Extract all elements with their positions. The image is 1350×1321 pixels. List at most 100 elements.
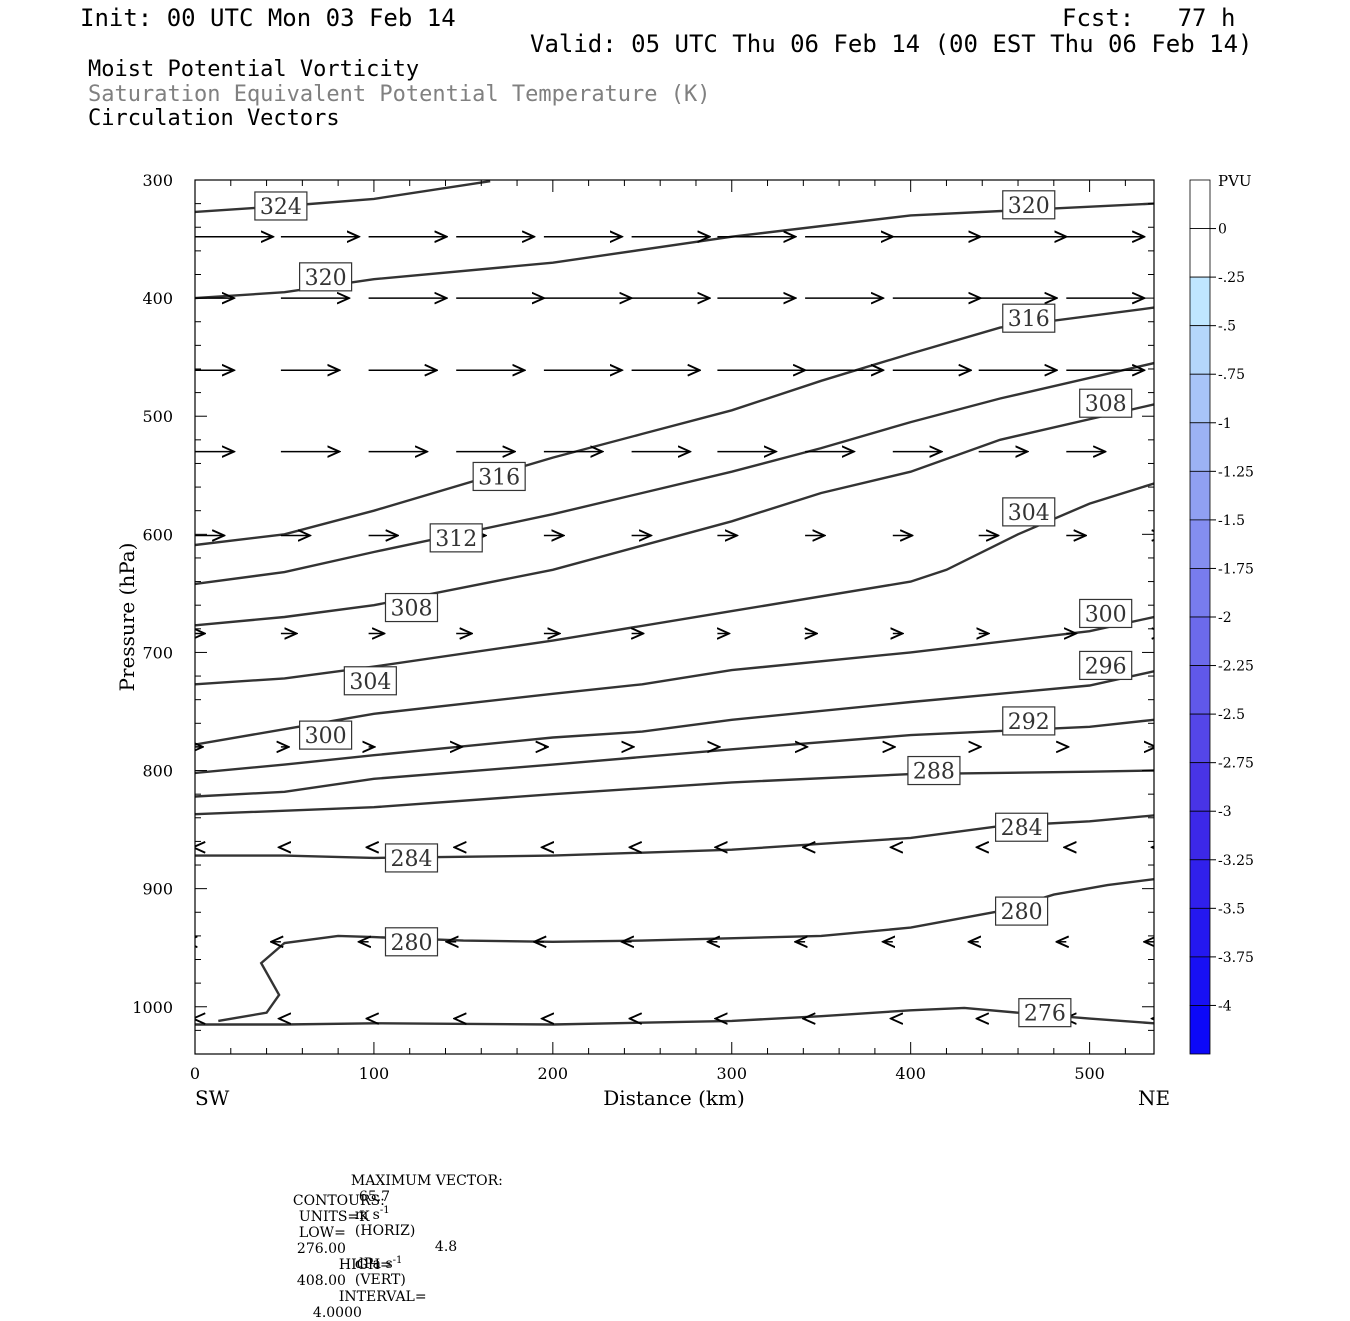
plot-frame <box>194 179 1155 1055</box>
contour-label-box <box>384 927 439 957</box>
contour-low: 276.00 <box>296 1241 346 1257</box>
contour-interval-label: INTERVAL= <box>338 1289 427 1305</box>
colorbar-label: -.5 <box>1218 319 1236 335</box>
contour-label: 284 <box>1001 816 1043 841</box>
contour-label-box <box>1079 388 1133 418</box>
contour-label: 304 <box>1008 501 1050 526</box>
colorbar-label: -2.5 <box>1218 707 1245 723</box>
y-tick-label: 800 <box>142 762 173 781</box>
contour-high: 408.00 <box>296 1273 346 1289</box>
y-tick-label: 400 <box>142 289 173 308</box>
field-title-vectors: Circulation Vectors <box>88 106 340 131</box>
contour-316 <box>195 306 1154 547</box>
max-vert-value: 4.8 <box>434 1238 458 1255</box>
contour-label-box <box>995 896 1049 926</box>
contour-label: 316 <box>478 465 520 490</box>
colorbar-label: -1.5 <box>1218 513 1245 529</box>
contour-324 <box>195 180 491 214</box>
valid-time: Valid: 05 UTC Thu 06 Feb 14 (00 EST Thu … <box>530 30 1253 58</box>
x-tick-label: 400 <box>895 1064 926 1083</box>
contour-label: 308 <box>390 597 432 622</box>
contour-label: 312 <box>435 527 477 552</box>
x-axis-label: Distance (km) <box>603 1086 745 1110</box>
y-tick-label: 300 <box>142 171 173 190</box>
colorbar-segment <box>1189 713 1211 764</box>
x-end-label-sw: SW <box>195 1086 230 1110</box>
contour-320 <box>195 202 1154 300</box>
contour-label: 288 <box>913 760 955 785</box>
contour-276 <box>195 1006 1154 1026</box>
contour-label-box <box>384 843 439 873</box>
contour-label: 324 <box>260 195 302 220</box>
x-tick-label: 300 <box>716 1064 747 1083</box>
colorbar-segment <box>1189 373 1211 424</box>
contours-line: CONTOURS: UNITS=K LOW= 276.00 HIGH= 408.… <box>284 1177 427 1321</box>
x-end-label-ne: NE <box>1138 1086 1170 1110</box>
contour-low-label: LOW= <box>298 1225 346 1241</box>
y-axis-label: Pressure (hPa) <box>115 543 139 692</box>
contour-label-box <box>429 523 483 553</box>
colorbar-segment <box>1189 907 1211 958</box>
contour-312 <box>195 361 1154 586</box>
contour-284 <box>195 814 1154 860</box>
contour-label-box <box>472 461 526 492</box>
y-tick-label: 900 <box>142 880 173 899</box>
x-tick-label: 100 <box>359 1064 390 1083</box>
contour-label: 320 <box>305 266 347 291</box>
contour-292 <box>195 718 1154 798</box>
y-tick-label: 600 <box>142 525 173 544</box>
forecast-hour: Fcst: 77 h <box>1062 4 1236 32</box>
colorbar-segment <box>1189 665 1211 715</box>
field-title-theta-es: Saturation Equivalent Potential Temperat… <box>88 82 711 107</box>
colorbar-segment <box>1189 762 1211 812</box>
colorbar-segment <box>1189 422 1211 472</box>
x-tick-label: 500 <box>1074 1064 1105 1083</box>
colorbar-segment <box>1189 179 1211 229</box>
colorbar-label: -1 <box>1218 416 1232 432</box>
contour-label: 320 <box>1008 194 1050 219</box>
colorbar-segment <box>1189 470 1211 521</box>
contour-label: 304 <box>349 670 391 695</box>
contour-label-box <box>1079 598 1133 629</box>
colorbar-label: -.25 <box>1218 270 1245 286</box>
contour-label-box <box>1018 998 1072 1028</box>
colorbar-label: -2.75 <box>1218 756 1254 772</box>
contour-units: UNITS=K <box>298 1209 370 1225</box>
colorbar-label: -3.25 <box>1218 853 1254 869</box>
contour-308 <box>195 403 1154 627</box>
colorbar-segment <box>1189 1005 1211 1055</box>
colorbar-segment <box>1189 956 1211 1006</box>
colorbar-label: -3.75 <box>1218 950 1254 966</box>
colorbar-title: PVU <box>1218 172 1252 190</box>
contour-label: 292 <box>1008 710 1050 735</box>
contour-label-box <box>995 812 1049 842</box>
colorbar-segment <box>1189 228 1211 278</box>
contour-label: 284 <box>390 847 432 872</box>
max-vector-label: MAXIMUM VECTOR: <box>350 1173 503 1189</box>
colorbar-segment <box>1189 810 1211 861</box>
contour-label: 300 <box>1085 602 1127 627</box>
contour-label-box <box>1002 303 1056 333</box>
contour-high-label: HIGH= <box>338 1257 392 1273</box>
contour-interval: 4.0000 <box>312 1305 362 1321</box>
contour-label-box <box>299 262 353 292</box>
colorbar-segment <box>1189 325 1211 375</box>
contour-label: 280 <box>1001 900 1043 925</box>
colorbar-label: -2.25 <box>1218 659 1254 675</box>
x-tick-label: 200 <box>538 1064 569 1083</box>
field-title-mpv: Moist Potential Vorticity <box>88 57 420 82</box>
contour-label-box <box>299 720 353 750</box>
colorbar-segment <box>1189 859 1211 909</box>
colorbar-label: 0 <box>1218 222 1227 238</box>
contour-label-box <box>1079 650 1133 681</box>
contour-label-box <box>1002 497 1056 527</box>
colorbar-label: -3 <box>1218 804 1232 820</box>
x-tick-label: 0 <box>190 1064 200 1083</box>
init-time: Init: 00 UTC Mon 03 Feb 14 <box>80 4 456 32</box>
colorbar-label: -1.75 <box>1218 561 1254 577</box>
contour-label: 308 <box>1085 392 1127 417</box>
contours-label: CONTOURS: <box>292 1193 385 1209</box>
contour-label: 300 <box>305 724 347 749</box>
colorbar-label: -2 <box>1218 610 1232 626</box>
contour-label: 316 <box>1008 307 1050 332</box>
